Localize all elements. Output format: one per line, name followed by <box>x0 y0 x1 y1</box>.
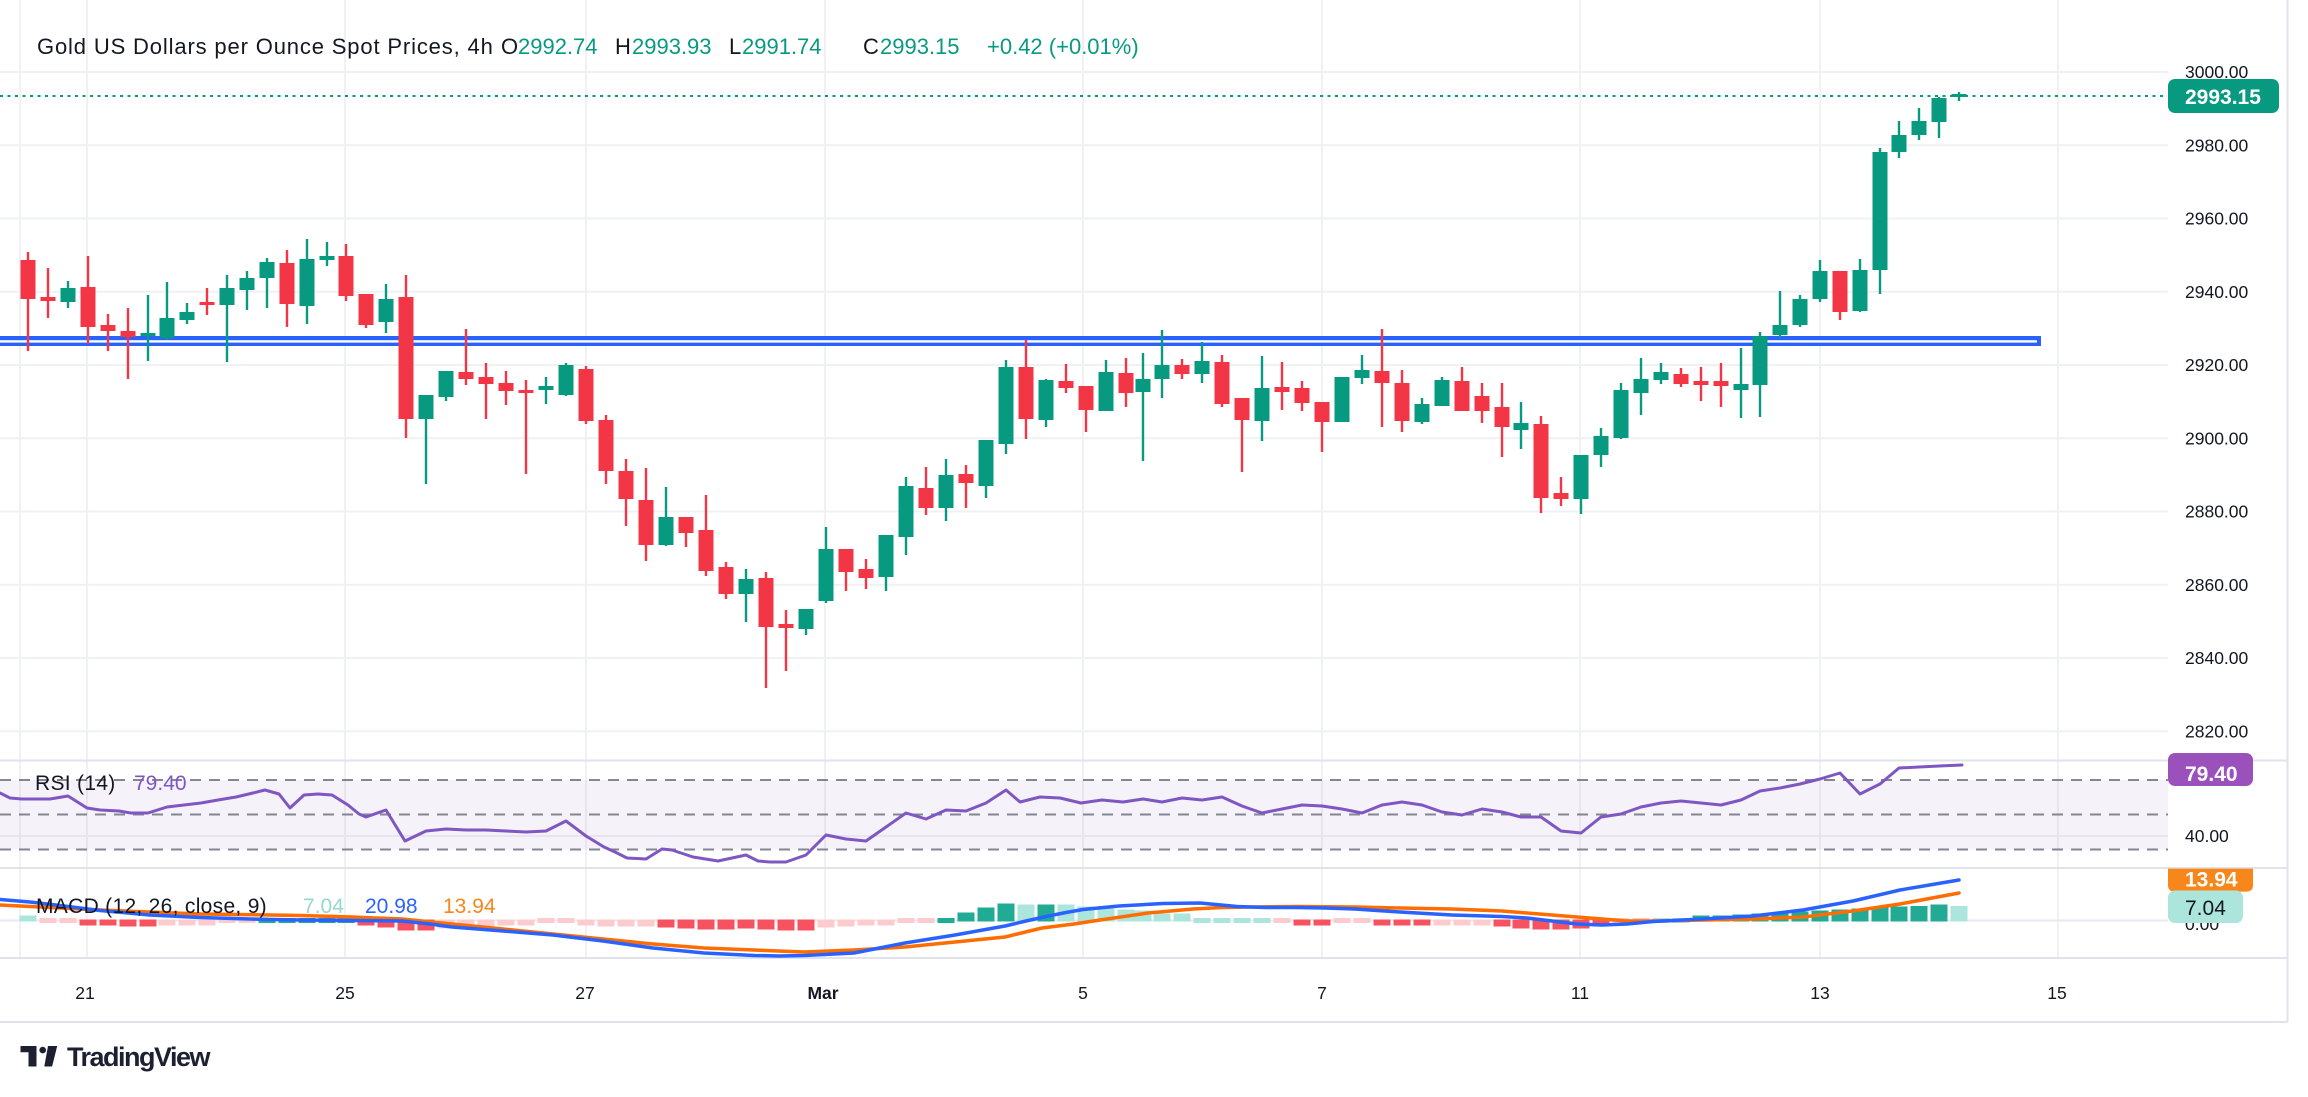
svg-text:C: C <box>863 34 879 59</box>
svg-text:2992.74: 2992.74 <box>518 34 598 59</box>
svg-text:MACD (12, 26, close, 9): MACD (12, 26, close, 9) <box>36 895 267 918</box>
svg-text:2860.00: 2860.00 <box>2185 575 2249 595</box>
svg-text:RSI (14): RSI (14) <box>35 772 116 795</box>
svg-text:79.40: 79.40 <box>134 772 187 795</box>
svg-text:13.94: 13.94 <box>2185 869 2238 892</box>
svg-text:2840.00: 2840.00 <box>2185 648 2249 668</box>
svg-text:25: 25 <box>335 983 354 1003</box>
svg-text:5: 5 <box>1078 983 1088 1003</box>
svg-text:21: 21 <box>75 983 94 1003</box>
svg-text:20.98: 20.98 <box>365 895 418 918</box>
svg-text:2900.00: 2900.00 <box>2185 428 2249 448</box>
svg-text:2940.00: 2940.00 <box>2185 282 2249 302</box>
svg-text:2993.15: 2993.15 <box>2185 86 2261 109</box>
svg-text:Gold US Dollars per Ounce Spot: Gold US Dollars per Ounce Spot Prices, 4… <box>37 34 494 59</box>
svg-text:79.40: 79.40 <box>2185 763 2238 786</box>
svg-text:11: 11 <box>1571 983 1589 1003</box>
svg-text:L: L <box>729 34 741 59</box>
svg-text:2993.15: 2993.15 <box>880 34 960 59</box>
svg-text:O: O <box>501 34 518 59</box>
svg-text:2980.00: 2980.00 <box>2185 135 2249 155</box>
svg-text:7.04: 7.04 <box>303 895 344 918</box>
svg-text:2820.00: 2820.00 <box>2185 721 2249 741</box>
svg-text:2960.00: 2960.00 <box>2185 209 2249 229</box>
svg-text:7: 7 <box>1317 983 1327 1003</box>
svg-text:TradingView: TradingView <box>67 1042 212 1072</box>
svg-text:H: H <box>615 34 631 59</box>
svg-text:13: 13 <box>1810 983 1829 1003</box>
svg-text:3000.00: 3000.00 <box>2185 62 2249 82</box>
svg-text:40.00: 40.00 <box>2185 826 2229 846</box>
svg-text:2991.74: 2991.74 <box>742 34 822 59</box>
svg-text:27: 27 <box>575 983 594 1003</box>
svg-text:2993.93: 2993.93 <box>632 34 712 59</box>
svg-text:+0.42 (+0.01%): +0.42 (+0.01%) <box>987 34 1139 59</box>
svg-text:2920.00: 2920.00 <box>2185 355 2249 375</box>
svg-text:13.94: 13.94 <box>443 895 496 918</box>
svg-text:Mar: Mar <box>807 983 838 1003</box>
svg-text:7.04: 7.04 <box>2185 897 2226 920</box>
svg-text:15: 15 <box>2047 983 2066 1003</box>
svg-text:2880.00: 2880.00 <box>2185 502 2249 522</box>
